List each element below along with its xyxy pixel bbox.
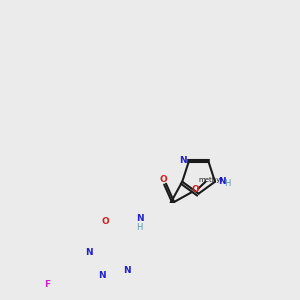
Text: H: H: [136, 223, 143, 232]
Text: O: O: [159, 175, 167, 184]
Text: O: O: [102, 217, 110, 226]
Text: N: N: [123, 266, 130, 274]
Text: methyl: methyl: [198, 177, 223, 183]
Text: O: O: [191, 185, 199, 194]
Text: N: N: [98, 271, 106, 280]
Text: N: N: [180, 156, 187, 165]
Text: N: N: [85, 248, 92, 257]
Text: N: N: [136, 214, 143, 223]
Text: N: N: [218, 177, 226, 186]
Text: F: F: [45, 280, 51, 289]
Text: H: H: [224, 179, 231, 188]
